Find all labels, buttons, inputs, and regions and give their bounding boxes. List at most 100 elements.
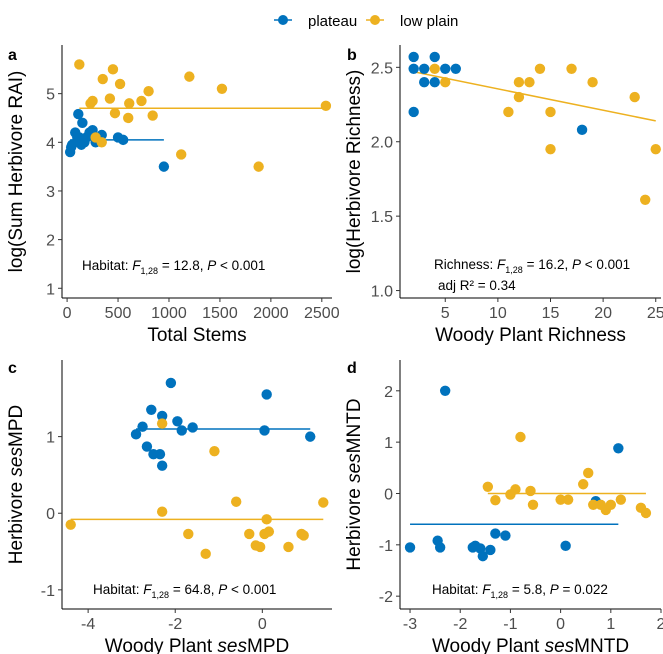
data-point-plateau [66, 139, 78, 150]
data-point-low-plain [545, 143, 556, 155]
x-tick-label: 2000 [253, 305, 289, 322]
x-tick-label: 500 [105, 305, 132, 322]
data-point-plateau [130, 429, 142, 440]
x-tick-label: 0 [258, 616, 267, 633]
data-point-low-plain [640, 194, 651, 205]
data-point-low-plain [183, 528, 194, 540]
data-point-low-plain [534, 63, 546, 75]
x-tick-label: 15 [542, 305, 560, 322]
y-tick-label: 3 [46, 184, 55, 201]
data-point-plateau [408, 106, 419, 118]
data-point-low-plain [320, 100, 332, 112]
y-tick-label: 2.5 [371, 60, 393, 77]
data-point-plateau [305, 431, 316, 442]
data-point-low-plain [510, 484, 521, 495]
data-point-plateau [408, 63, 419, 75]
data-point-low-plain [109, 107, 121, 119]
data-point-low-plain [230, 496, 242, 507]
legend-label: plateau [308, 13, 357, 30]
y-tick-label: 5 [46, 87, 55, 104]
data-point-plateau [477, 550, 489, 562]
data-point-plateau [261, 389, 272, 400]
x-axis-title: Woody Plant Richness [435, 325, 626, 346]
x-tick-label: -2 [453, 616, 467, 633]
data-point-low-plain [156, 418, 168, 429]
x-tick-label: -4 [81, 616, 95, 633]
data-point-low-plain [143, 86, 154, 97]
data-point-low-plain [298, 530, 309, 541]
panel-letter: b [347, 47, 357, 64]
data-point-low-plain [200, 548, 211, 560]
data-point-low-plain [513, 91, 525, 103]
data-point-plateau [419, 77, 430, 88]
panel-b: b 5 10 15 20 25 1.0 1.5 2.0 2.5 Woody Plant Richne… [344, 45, 663, 346]
data-point-plateau [429, 77, 440, 88]
data-point-plateau [154, 449, 166, 460]
data-point-plateau [165, 377, 177, 389]
panel-d: d -3 -2 -1 0 1 2 -2 -1 0 1 2 Woody Plant sesMNTD Herb… [344, 360, 663, 654]
y-tick-label: 1.5 [371, 209, 393, 226]
data-point-plateau [137, 421, 148, 432]
data-point-plateau [490, 528, 501, 539]
y-tick-label: 4 [46, 135, 55, 152]
data-point-plateau [156, 460, 168, 471]
x-tick-label: 0 [556, 616, 565, 633]
data-point-low-plain [263, 526, 275, 537]
fit-line-overall [413, 71, 656, 122]
data-point-plateau [450, 63, 461, 75]
x-tick-label: 2500 [304, 305, 340, 322]
y-axis-title: Herbivore sesMNTD [344, 398, 365, 570]
x-tick-label: 20 [594, 305, 612, 322]
x-tick-label: 2 [657, 616, 663, 633]
data-point-low-plain [513, 77, 525, 88]
data-point-low-plain [156, 506, 168, 517]
data-point-low-plain [515, 431, 526, 443]
panel-c: c -4 -2 0 -1 0 1 Woody Plant sesMPD Herbivore se… [6, 360, 332, 654]
data-point-low-plain [123, 112, 134, 124]
data-point-low-plain [587, 77, 598, 88]
y-tick-label: 0 [46, 506, 55, 523]
data-point-plateau [439, 385, 451, 397]
data-point-plateau [156, 410, 168, 422]
panel-letter: c [8, 360, 17, 377]
data-point-plateau [440, 63, 451, 75]
data-point-low-plain [97, 73, 108, 85]
data-point-plateau [408, 51, 419, 63]
y-tick-label: 1.0 [371, 284, 393, 301]
data-point-low-plain [583, 467, 594, 479]
data-point-low-plain [629, 91, 640, 103]
data-point-plateau [141, 441, 153, 452]
data-point-low-plain [114, 78, 126, 90]
stat-annotation: Habitat: F1,28 = 12.8, P < 0.001 [82, 258, 265, 276]
data-point-low-plain [283, 541, 294, 553]
data-point-low-plain [562, 494, 574, 505]
data-point-low-plain [254, 541, 266, 553]
data-point-low-plain [525, 485, 536, 497]
data-point-low-plain [209, 445, 220, 457]
data-point-low-plain [87, 95, 98, 107]
y-tick-label: 2 [46, 233, 55, 250]
data-point-low-plain [124, 98, 135, 109]
data-point-plateau [176, 425, 187, 436]
y-tick-label: 1 [46, 281, 55, 298]
panel-letter: a [8, 47, 17, 64]
data-point-low-plain [253, 161, 264, 172]
legend: plateau low plain [274, 13, 458, 30]
data-point-low-plain [482, 481, 494, 493]
y-tick-label: 0 [384, 486, 393, 503]
data-point-low-plain [588, 499, 599, 510]
data-point-plateau [429, 51, 440, 63]
data-point-low-plain [545, 106, 556, 118]
data-point-low-plain [650, 143, 661, 155]
y-axis-title: Herbivore sesMPD [6, 405, 27, 564]
data-point-low-plain [107, 64, 119, 75]
y-axis-title: log(Herbivore Richness) [344, 70, 365, 274]
legend-key-point [370, 15, 380, 25]
x-tick-label: -1 [503, 616, 517, 633]
x-tick-label: 0 [63, 305, 72, 322]
x-tick-label: 25 [647, 305, 663, 322]
data-point-low-plain [440, 77, 451, 88]
data-point-low-plain [490, 494, 501, 506]
data-point-plateau [613, 443, 624, 454]
